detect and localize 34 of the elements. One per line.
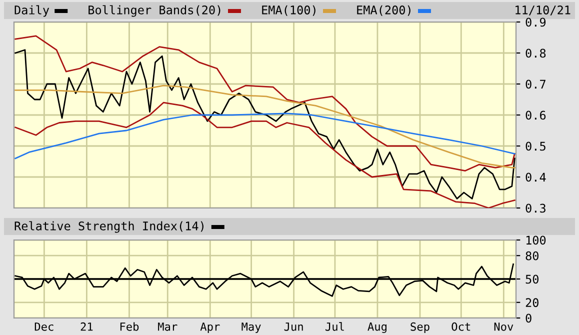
y-tick-label: 80 xyxy=(526,251,538,260)
x-tick-label: Aug xyxy=(368,322,386,333)
x-tick-label: Apr xyxy=(200,322,220,333)
y-tick-label: 100 xyxy=(526,236,546,245)
y-tick-label: 0.4 xyxy=(526,172,546,182)
x-tick-label: May xyxy=(242,322,261,333)
y-tick-label: 0.9 xyxy=(526,18,546,27)
text: 11/10/21 xyxy=(516,6,570,16)
x-tick-label: Jun xyxy=(284,322,303,331)
x-tick-label: Feb xyxy=(120,322,139,331)
legend-label: Bollinger Bands(20) xyxy=(88,5,220,17)
line-series xyxy=(14,49,516,200)
y-tick-label: 0.8 xyxy=(526,48,546,58)
x-tick-label: Sep xyxy=(410,322,430,333)
legend-label: EMA(100) xyxy=(262,5,316,16)
x-tick-label: Jul xyxy=(326,322,344,331)
legend-label: Daily xyxy=(14,5,50,17)
y-tick-label: 0.5 xyxy=(526,142,546,151)
x-tick-label: Mar xyxy=(158,322,178,331)
line-series xyxy=(14,84,516,168)
y-tick-label: 20 xyxy=(526,298,538,308)
line-series xyxy=(14,35,516,172)
legend-label: EMA(200) xyxy=(357,5,410,16)
y-tick-label: 50 xyxy=(526,274,538,284)
y-tick-label: 0.7 xyxy=(526,80,546,89)
line-series xyxy=(14,112,516,160)
y-tick-label: 0 xyxy=(526,314,532,323)
x-tick-label: Dec xyxy=(34,322,54,331)
x-tick-label: Oct xyxy=(452,322,470,331)
legend-label: Relative Strength Index(14) xyxy=(14,221,204,233)
y-tick-label: 0.6 xyxy=(526,110,546,120)
x-tick-label: Nov xyxy=(494,322,514,331)
y-tick-label: 0.3 xyxy=(526,204,546,213)
x-tick-label: 21 xyxy=(80,322,93,331)
